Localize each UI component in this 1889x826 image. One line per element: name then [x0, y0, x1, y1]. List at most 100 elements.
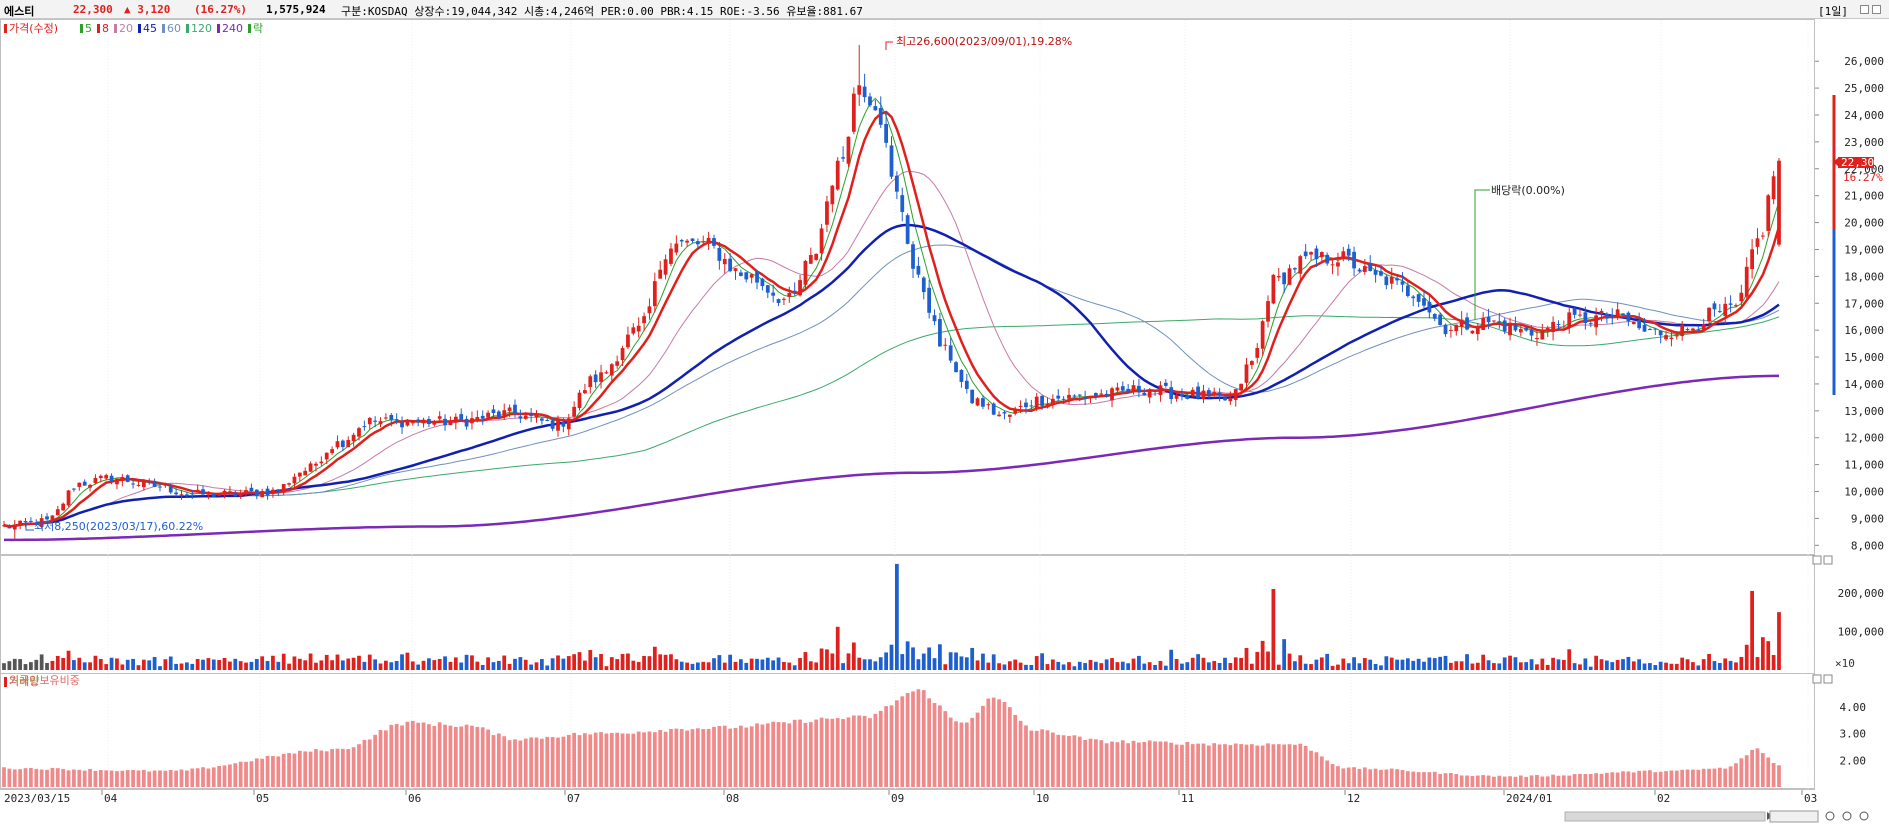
foreign-ratio-bar — [539, 738, 544, 787]
candle-body — [1131, 385, 1136, 392]
foreign-ratio-bar — [1750, 749, 1754, 787]
foreign-ratio-bar — [1260, 745, 1265, 787]
foreign-ratio-bar — [211, 767, 216, 787]
volume-bar — [373, 659, 378, 670]
volume-bar — [184, 662, 189, 670]
candle-body — [1120, 386, 1125, 391]
volume-bar — [1104, 659, 1109, 670]
volume-bar — [997, 663, 1001, 670]
volume-bar — [1664, 662, 1668, 670]
candle-body — [1287, 268, 1292, 285]
stock-name: 에스티 — [4, 5, 35, 18]
volume-bar — [1336, 664, 1340, 670]
zoom-slider[interactable] — [1769, 810, 1819, 823]
foreign-ratio-bar — [1615, 772, 1620, 787]
volume-bar — [1717, 662, 1722, 670]
volume-bar — [954, 652, 958, 670]
candle-body — [932, 315, 937, 322]
foreign-ratio-bar — [1206, 745, 1211, 787]
legend-label: 8 — [102, 22, 109, 35]
foreign-panel-close-icon[interactable] — [1823, 674, 1833, 684]
volume-bar — [792, 665, 797, 670]
volume-bar — [771, 660, 776, 670]
foreign-ratio-bar — [1217, 744, 1222, 787]
foreign-tick-label: 3.00 — [1840, 728, 1867, 741]
candle-body — [1432, 313, 1437, 319]
zoom-reset-icon[interactable] — [1859, 811, 1869, 821]
foreign-ratio-bar — [1104, 743, 1109, 787]
foreign-ratio-bar — [674, 728, 679, 787]
foreign-ratio-bar — [921, 690, 926, 787]
legend-marker — [186, 24, 189, 33]
volume-bar — [1271, 589, 1276, 670]
candle-body — [1180, 393, 1184, 397]
foreign-tick-label: 4.00 — [1840, 701, 1867, 714]
candle-body — [792, 290, 797, 292]
candle-body — [1610, 314, 1615, 318]
foreign-panel-min-icon[interactable] — [1812, 674, 1822, 684]
foreign-ratio-bar — [292, 753, 297, 787]
foreign-ratio-bar — [459, 726, 464, 787]
minimize-icon[interactable] — [1860, 5, 1869, 14]
foreign-ratio-bar — [437, 722, 442, 787]
volume-bar — [1432, 658, 1437, 670]
volume-bar — [233, 658, 238, 670]
foreign-ratio-bar — [1513, 776, 1518, 787]
volume-bar — [405, 652, 410, 670]
foreign-ratio-bar — [88, 768, 92, 787]
foreign-ratio-bars — [2, 689, 1781, 787]
volume-bar — [1583, 658, 1588, 670]
volume-bar — [695, 662, 700, 670]
candle-body — [88, 484, 92, 488]
zoom-in-icon[interactable] — [1842, 811, 1852, 821]
foreign-ratio-bar — [1287, 744, 1292, 787]
candle-body — [981, 398, 985, 407]
volume-panel-min-icon[interactable] — [1812, 555, 1822, 565]
volume-bar — [911, 647, 915, 670]
volume-bar — [1180, 663, 1184, 670]
foreign-ratio-bar — [168, 769, 173, 787]
foreign-ratio-bar — [798, 719, 802, 787]
candle-body — [1685, 329, 1690, 331]
volume-bar — [281, 653, 286, 670]
candle-body — [1271, 274, 1276, 304]
current-price-tag-label: 22,300 — [1841, 156, 1881, 169]
volume-bar — [82, 662, 87, 670]
volume-panel-close-icon[interactable] — [1823, 555, 1833, 565]
foreign-ratio-bar — [7, 768, 12, 787]
legend-label: 락 — [253, 22, 263, 35]
period-selector[interactable]: [1일] — [1818, 5, 1848, 18]
foreign-ratio-bar — [1395, 769, 1399, 787]
volume-bar — [93, 655, 98, 670]
candle-body — [658, 269, 663, 279]
foreign-ratio-bar — [109, 770, 114, 787]
horizontal-scrollbar[interactable] — [1564, 811, 1766, 822]
x-tick-label: 2024/01 — [1506, 792, 1552, 805]
foreign-ratio-bar — [496, 733, 501, 787]
zoom-out-icon[interactable] — [1825, 811, 1835, 821]
close-icon[interactable] — [1872, 5, 1881, 14]
foreign-ratio-bar — [1637, 770, 1642, 787]
foreign-ratio-bar — [1072, 735, 1077, 787]
volume-bar — [1346, 663, 1351, 670]
foreign-ratio-bar — [1626, 771, 1631, 787]
candle-body — [1142, 392, 1147, 396]
candle-body — [911, 244, 915, 269]
foreign-ratio-bar — [588, 734, 593, 787]
volume-bar — [475, 661, 480, 670]
candle-body — [82, 481, 87, 486]
volume-bar — [1744, 644, 1749, 670]
foreign-ratio-bar — [276, 756, 281, 787]
candle-body — [405, 420, 410, 426]
candle-body — [384, 417, 388, 419]
foreign-ratio-bar — [244, 761, 248, 787]
volume-bar — [217, 660, 222, 670]
foreign-ratio-bar — [868, 718, 872, 787]
foreign-ratio-bar — [900, 696, 905, 787]
volume-bar — [12, 658, 17, 670]
volume-bar — [1739, 656, 1744, 670]
candle-body — [1572, 308, 1577, 315]
candle-body — [373, 420, 378, 422]
volume-bar — [491, 662, 496, 670]
volume-bar — [357, 655, 361, 670]
